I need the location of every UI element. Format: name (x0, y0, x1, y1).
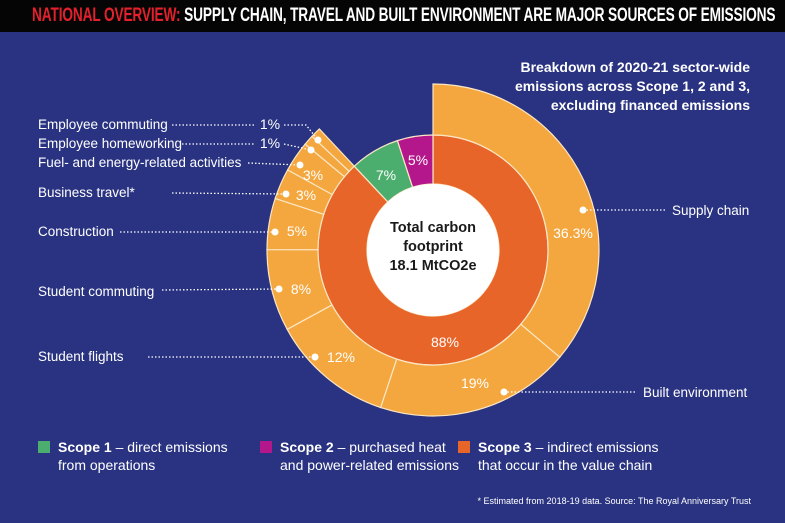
label-built-environment: Built environment (643, 385, 748, 400)
label-fuel-pct: 3% (303, 167, 323, 183)
footnote: * Estimated from 2018-19 data. Source: T… (477, 496, 751, 506)
subtitle-line2: emissions across Scope 1, 2 and 3, (515, 78, 750, 94)
legend-scope3: Scope 3 – indirect emissions that occur i… (458, 438, 659, 474)
label-homeworking-pct: 1% (260, 135, 280, 151)
legend-scope3-text: – indirect emissions (531, 439, 659, 455)
label-employee-homeworking: Employee homeworking (38, 136, 182, 151)
legend-scope3-line2: that occur in the value chain (478, 457, 653, 473)
legend-scope2-title: Scope 2 (280, 439, 334, 455)
legend-swatch-scope2 (260, 441, 272, 453)
chart-title: NATIONAL OVERVIEW: SUPPLY CHAIN, TRAVEL … (32, 5, 775, 27)
center-label-line3: 18.1 MtCO2e (389, 258, 476, 274)
legend-scope1-text: – direct emissions (111, 439, 228, 455)
legend-scope2-line2: and power-related emissions (280, 457, 459, 473)
label-scope1-pct: 7% (376, 167, 396, 183)
center-label-line2: footprint (403, 239, 463, 255)
label-business-travel: Business travel* (38, 185, 136, 200)
legend-swatch-scope1 (38, 441, 50, 453)
label-commuting-pct: 1% (260, 116, 280, 132)
label-supply-chain: Supply chain (672, 203, 749, 218)
subtitle-line3: excluding financed emissions (551, 97, 750, 113)
label-student-flights-pct: 12% (327, 349, 355, 365)
subtitle-line1: Breakdown of 2020-21 sector-wide (520, 59, 750, 75)
legend-scope2: Scope 2 – purchased heat and power-relate… (260, 438, 459, 474)
title-highlight: NATIONAL OVERVIEW: (31, 5, 181, 26)
label-construction-pct: 5% (287, 223, 307, 239)
label-scope2-pct: 5% (408, 152, 428, 168)
label-construction: Construction (38, 224, 114, 239)
legend-scope3-title: Scope 3 (478, 439, 532, 455)
label-fuel-energy: Fuel- and energy-related activities (38, 155, 242, 170)
legend-scope1-line2: from operations (58, 457, 156, 473)
label-supply-chain-pct: 36.3% (553, 225, 593, 241)
legend-scope1-title: Scope 1 (58, 439, 112, 455)
title-text: SUPPLY CHAIN, TRAVEL AND BUILT ENVIRONME… (183, 5, 775, 26)
center-label-line1: Total carbon (390, 220, 476, 236)
legend-scope2-text: – purchased heat (333, 439, 446, 455)
label-built-env-pct: 19% (461, 375, 489, 391)
label-business-travel-pct: 3% (296, 187, 316, 203)
label-student-commuting-pct: 8% (291, 281, 311, 297)
leader-dots (271, 136, 587, 396)
legend-swatch-scope3 (458, 441, 470, 453)
label-student-flights: Student flights (38, 349, 124, 364)
segment-employee-commuting (311, 128, 356, 173)
title-bar: NATIONAL OVERVIEW: SUPPLY CHAIN, TRAVEL … (0, 0, 785, 32)
label-student-commuting: Student commuting (38, 284, 154, 299)
leader-lines (120, 124, 666, 393)
label-employee-commuting: Employee commuting (38, 117, 168, 132)
segment-supply-chain (432, 83, 600, 359)
legend-scope1: Scope 1 – direct emissions from operation… (38, 438, 228, 474)
center-circle (367, 184, 499, 316)
label-scope3-pct: 88% (431, 334, 459, 350)
